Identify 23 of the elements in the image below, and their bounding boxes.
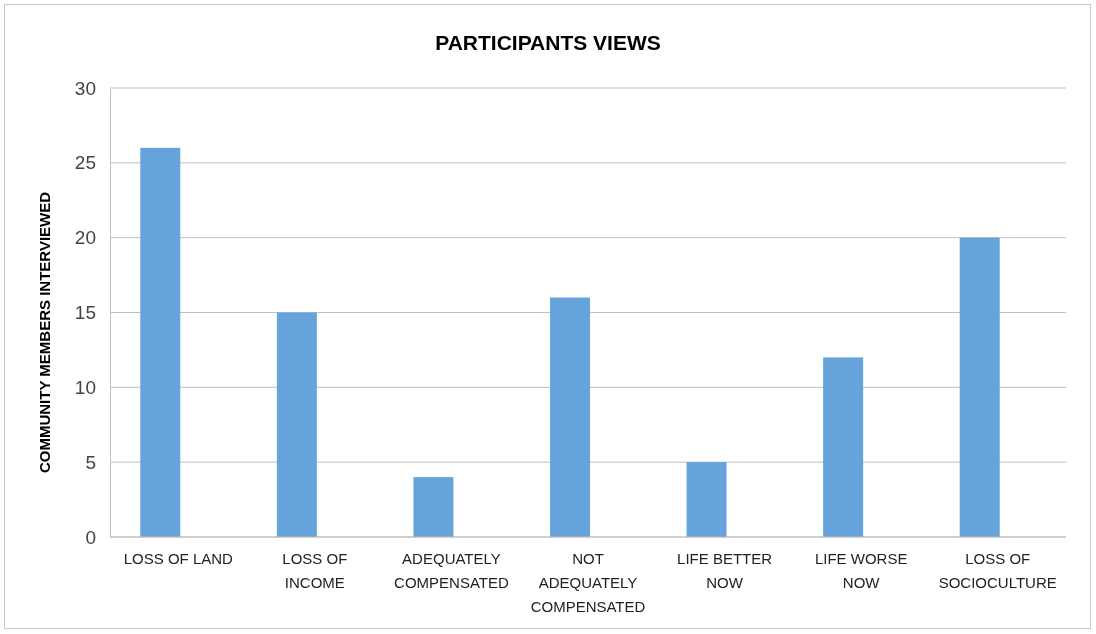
y-tick-label: 30 (74, 77, 96, 99)
x-tick-label: LOSS OF LAND (123, 549, 234, 567)
y-tick-label: 5 (85, 451, 96, 473)
x-tick-label: LIFE WORSE NOW (814, 549, 908, 591)
y-tick-label: 25 (74, 152, 96, 174)
x-tick-label: LOSS OF INCOME (282, 549, 348, 591)
y-tick-label: 0 (85, 526, 96, 548)
x-tick-label: LOSS OF SOCIOCULTURE (938, 549, 1057, 591)
bar (550, 297, 590, 537)
bar (140, 147, 181, 537)
bar (413, 477, 454, 537)
bar (823, 357, 864, 537)
y-axis-title: COMMUNITY MEMBERS INTERVIEWED (36, 191, 53, 474)
bar (959, 237, 1000, 537)
x-tick-label: LIFE BETTER NOW (677, 549, 773, 591)
bar (686, 462, 727, 537)
y-tick-label: 15 (74, 302, 96, 324)
y-tick-label: 20 (74, 227, 96, 249)
chart-title: PARTICIPANTS VIEWS (435, 31, 661, 54)
x-tick-label: NOT ADEQUATELY COMPENSATED (530, 549, 646, 615)
y-tick-label: 10 (74, 376, 96, 398)
bar (276, 312, 317, 537)
x-tick-label: ADEQUATELY COMPENSATED (394, 549, 509, 591)
